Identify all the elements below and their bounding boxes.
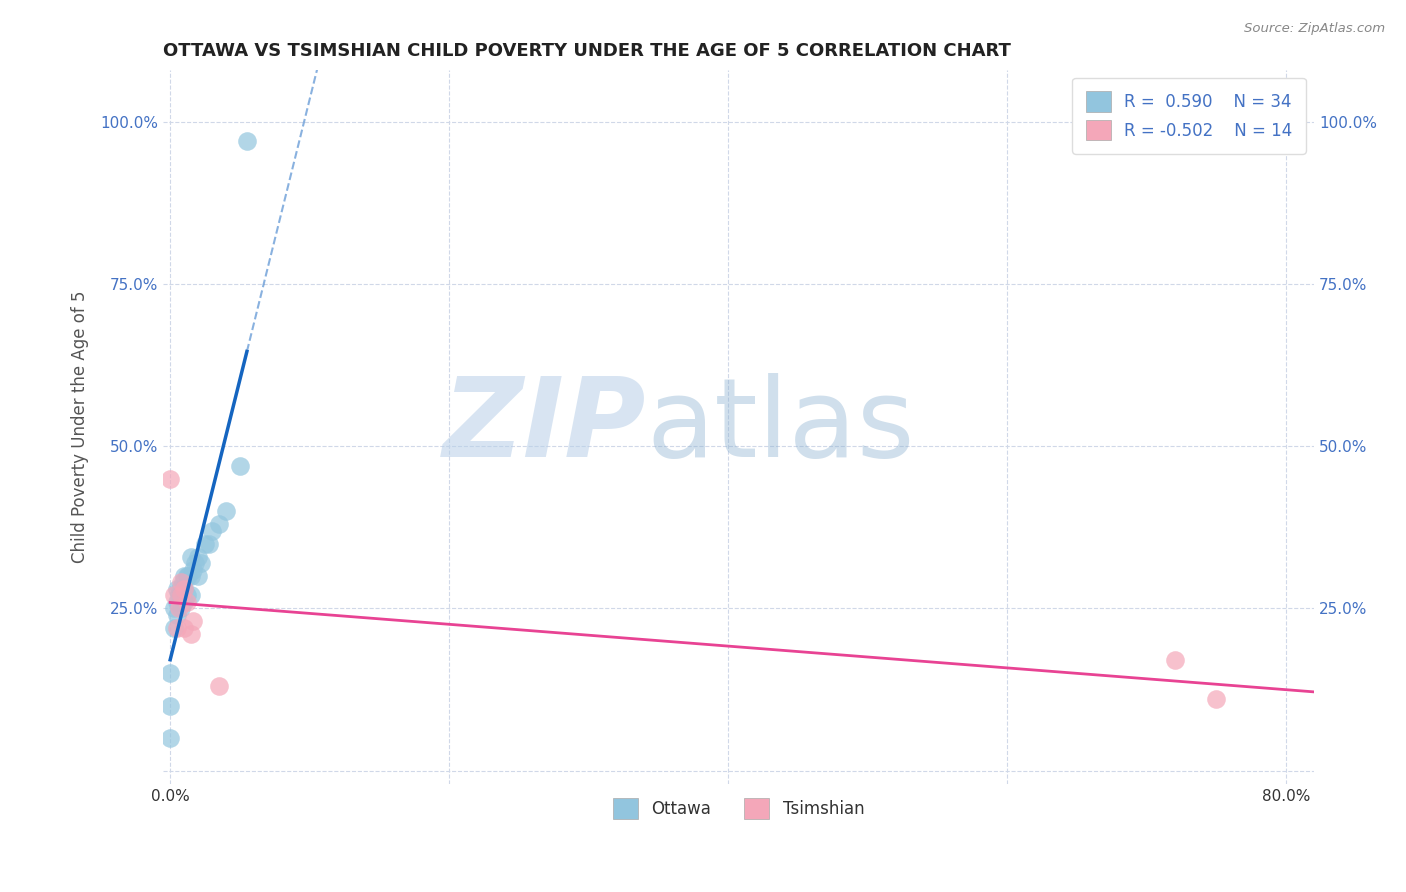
Point <box>187 569 209 583</box>
Point <box>176 595 198 609</box>
Y-axis label: Child Poverty Under the Age of 5: Child Poverty Under the Age of 5 <box>72 291 89 563</box>
Legend: Ottawa, Tsimshian: Ottawa, Tsimshian <box>606 792 872 825</box>
Point <box>190 556 212 570</box>
Point <box>166 595 188 609</box>
Point <box>170 601 193 615</box>
Point <box>176 589 198 603</box>
Point <box>170 589 193 603</box>
Point <box>170 589 193 603</box>
Point <box>229 458 252 473</box>
Point <box>163 621 186 635</box>
Point <box>208 517 231 532</box>
Point <box>172 575 194 590</box>
Point <box>180 589 202 603</box>
Point <box>176 569 198 583</box>
Point <box>187 549 209 564</box>
Point <box>184 556 207 570</box>
Point <box>177 569 200 583</box>
Text: OTTAWA VS TSIMSHIAN CHILD POVERTY UNDER THE AGE OF 5 CORRELATION CHART: OTTAWA VS TSIMSHIAN CHILD POVERTY UNDER … <box>163 42 1011 60</box>
Point <box>1205 692 1227 706</box>
Point <box>173 621 195 635</box>
Point <box>1163 653 1185 667</box>
Point <box>167 589 190 603</box>
Point <box>159 731 181 746</box>
Point <box>159 698 181 713</box>
Point <box>163 589 186 603</box>
Text: ZIP: ZIP <box>443 373 647 480</box>
Point <box>215 504 238 518</box>
Point <box>173 582 195 596</box>
Point <box>201 524 224 538</box>
Point <box>180 549 202 564</box>
Point <box>170 575 193 590</box>
Point <box>169 582 191 596</box>
Point <box>159 666 181 681</box>
Point <box>173 582 195 596</box>
Point <box>194 536 217 550</box>
Point <box>173 569 195 583</box>
Point <box>166 621 188 635</box>
Point <box>180 569 202 583</box>
Point <box>236 134 259 148</box>
Point <box>208 679 231 693</box>
Point <box>159 472 181 486</box>
Point <box>198 536 221 550</box>
Point <box>173 595 195 609</box>
Text: Source: ZipAtlas.com: Source: ZipAtlas.com <box>1244 22 1385 36</box>
Point <box>167 601 190 615</box>
Point <box>181 562 204 576</box>
Point <box>166 582 188 596</box>
Point <box>166 607 188 622</box>
Text: atlas: atlas <box>647 373 915 480</box>
Point <box>181 615 204 629</box>
Point <box>180 627 202 641</box>
Point <box>163 601 186 615</box>
